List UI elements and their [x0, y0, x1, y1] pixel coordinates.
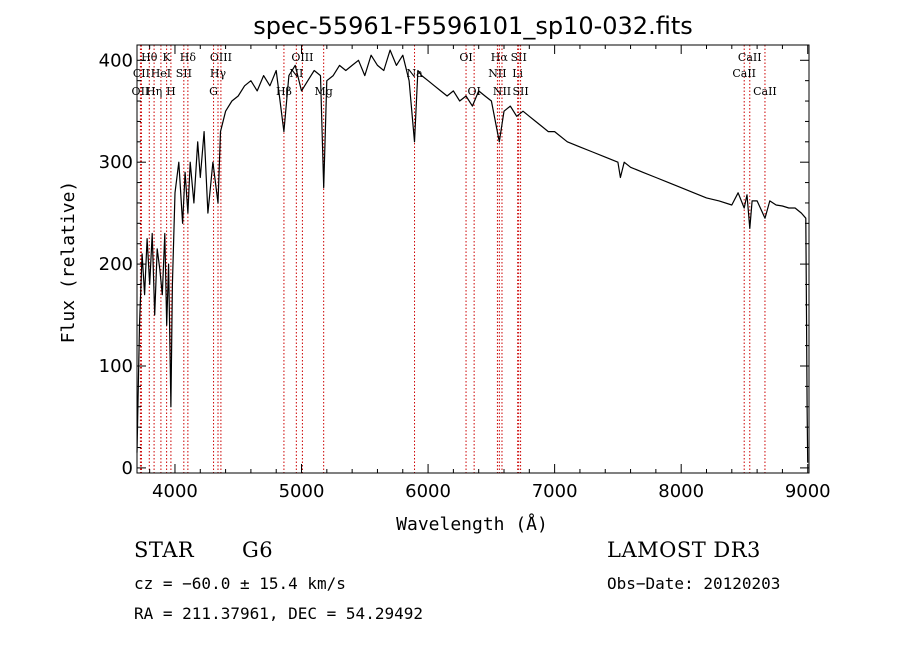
marker-label-12: OIII [291, 51, 313, 64]
marker-label-8: H [166, 85, 176, 98]
marker-label-6: Hδ [180, 51, 197, 64]
observation-date: Obs−Date: 20120203 [607, 574, 781, 593]
y-tick-label-0: 0 [122, 458, 133, 479]
marker-label-4: HeI [151, 67, 171, 80]
spectrum-line [136, 49, 809, 463]
marker-label-9: OIII [210, 51, 232, 64]
marker-label-27: CaII [753, 85, 777, 98]
marker-label-0: Hθ [141, 51, 158, 64]
marker-label-22: SII [511, 51, 527, 64]
marker-label-16: Na [406, 67, 423, 80]
redshift-text: cz = −60.0 ± 15.4 km/s [134, 574, 346, 593]
x-tick-label-2: 6000 [405, 481, 451, 502]
coordinates-text: RA = 211.37961, DEC = 54.29492 [134, 604, 423, 623]
marker-label-5: Hη [146, 85, 162, 98]
x-tick-label-4: 8000 [658, 481, 704, 502]
object-class: STAR [134, 538, 195, 562]
marker-label-20: NII [488, 67, 506, 80]
marker-label-11: G [209, 85, 218, 98]
marker-label-15: Mg [315, 85, 333, 98]
survey-name: LAMOST DR3 [607, 538, 761, 562]
x-tick-label-3: 7000 [532, 481, 578, 502]
marker-label-24: SII [512, 85, 528, 98]
marker-label-25: CaII [738, 51, 762, 64]
y-tick-label-2: 200 [99, 254, 133, 275]
x-tick-label-0: 4000 [152, 481, 198, 502]
marker-label-21: NII [493, 85, 511, 98]
x-tick-label-1: 5000 [279, 481, 325, 502]
marker-label-3: K [163, 51, 172, 64]
x-axis-label: Wavelength (Å) [396, 513, 548, 535]
marker-label-17: OI [459, 51, 472, 64]
spectrum-series [136, 49, 809, 463]
y-tick-label-1: 100 [99, 356, 133, 377]
marker-label-19: Hα [491, 51, 509, 64]
marker-label-26: CaII [732, 67, 756, 80]
plot-axes: 4000 5000 6000 7000 8000 9000 0 100 200 300 400 [99, 44, 831, 502]
object-subclass: G6 [242, 538, 274, 562]
plot-frame [136, 44, 810, 474]
marker-label-7: SII [176, 67, 192, 80]
y-axis-label: Flux (relative) [58, 181, 79, 344]
x-tick-label-5: 9000 [785, 481, 831, 502]
marker-label-10: Hγ [210, 67, 227, 80]
marker-label-1: CII [133, 67, 150, 80]
y-tick-label-3: 300 [99, 152, 133, 173]
y-tick-label-4: 400 [99, 50, 133, 71]
marker-label-2: OII [132, 85, 150, 98]
chart-title: spec-55961-F5596101_sp10-032.fits [253, 12, 692, 40]
marker-label-23: Li [512, 67, 523, 80]
